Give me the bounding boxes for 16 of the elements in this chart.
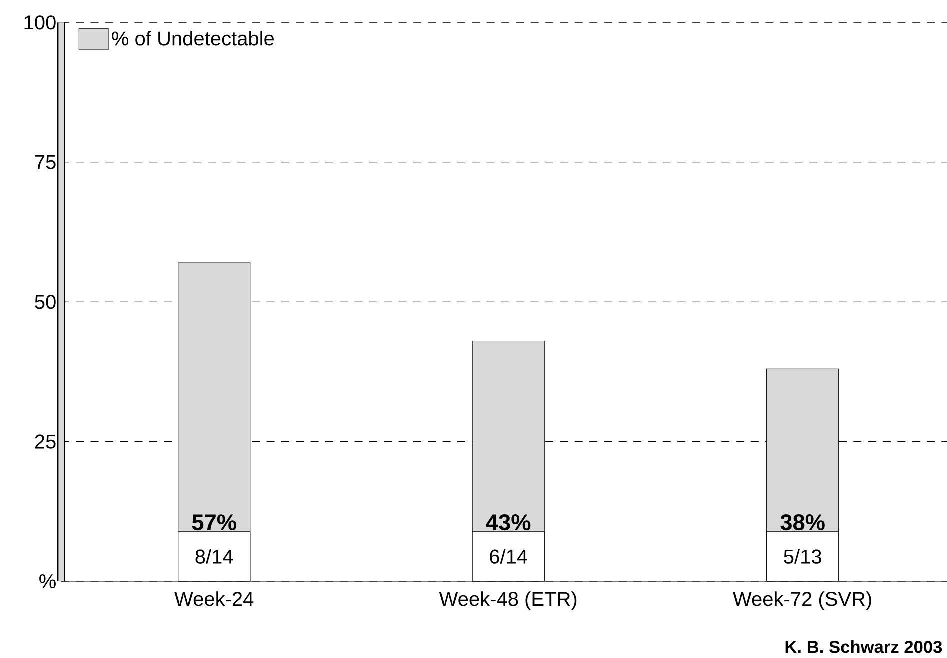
y-tick-label: % <box>40 574 56 589</box>
annotation: 8/14 <box>196 549 234 564</box>
text: 57% <box>192 514 236 531</box>
text: 38% <box>780 514 825 531</box>
annotation: 5/13 <box>784 549 822 564</box>
annotation: 6/14 <box>490 549 528 564</box>
x-tick-label: Week-72 (SVR) <box>733 592 872 610</box>
text: K. B. Schwarz 2003 <box>786 640 942 654</box>
y-tick-label: 50 <box>35 295 56 310</box>
y-tick-label: 75 <box>35 156 56 170</box>
x-tick-label: Week-48 (ETR) <box>439 592 577 610</box>
y-tick-label: 100 <box>24 16 56 30</box>
y-tick-label: 25 <box>35 434 56 450</box>
legend-label: % of Undetectable <box>112 31 274 46</box>
x-tick-label: Week-24 <box>174 592 254 606</box>
text: 43% <box>486 514 531 531</box>
